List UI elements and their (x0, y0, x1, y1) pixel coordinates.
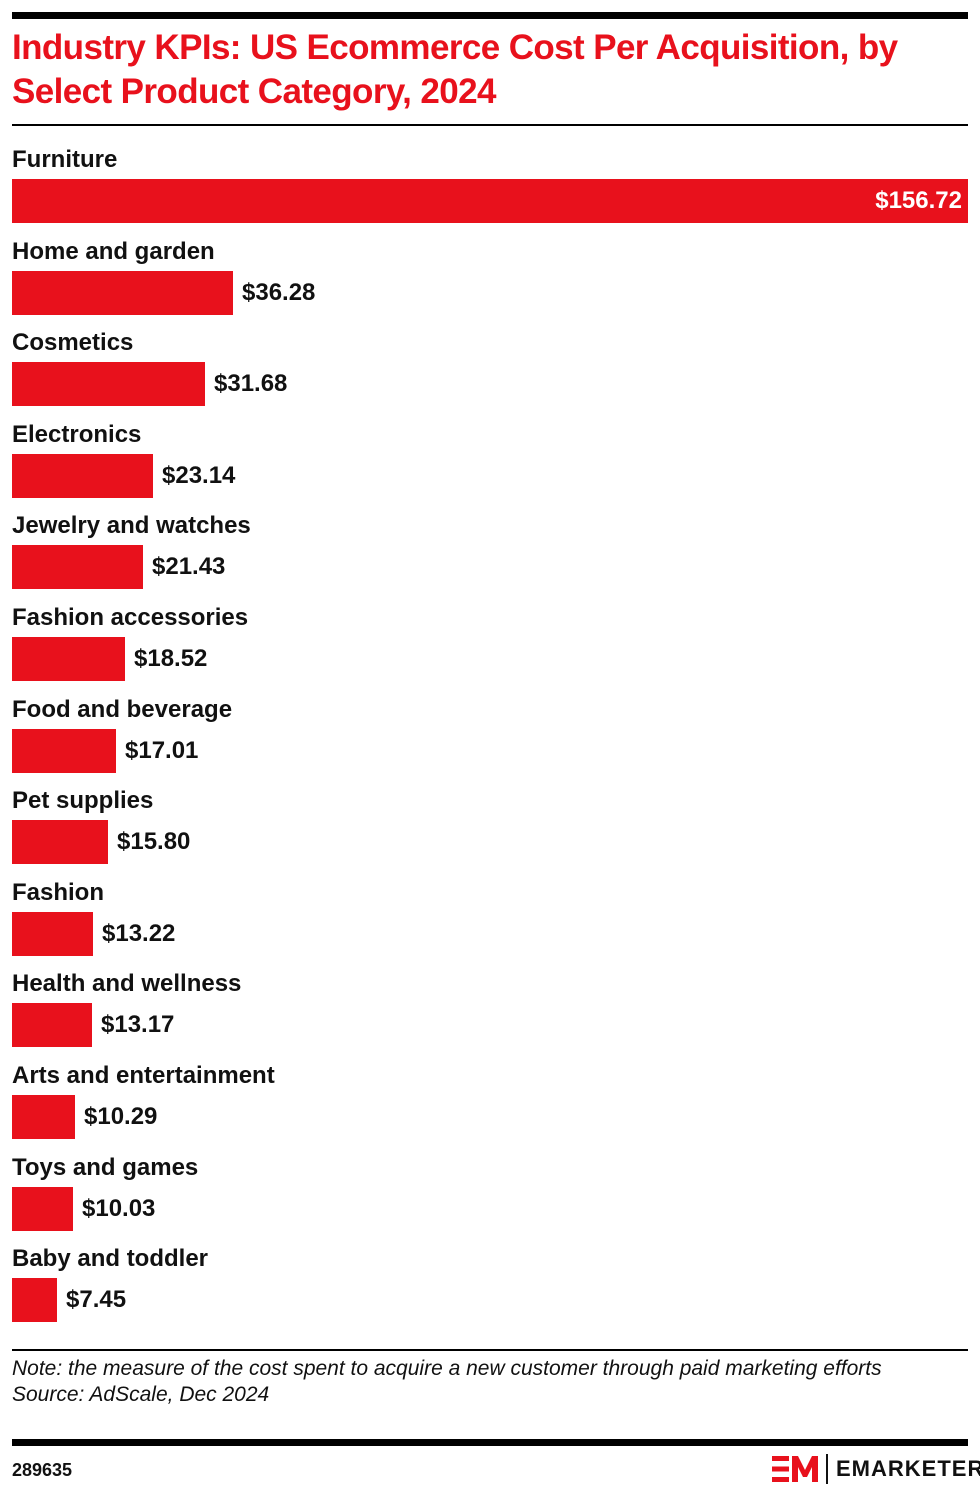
brand-name: EMARKETER (836, 1456, 980, 1481)
value-label: $13.22 (102, 919, 176, 947)
value-label: $10.29 (84, 1103, 158, 1130)
bar-row: Jewelry and watches $21.43 (12, 506, 968, 598)
category-label: Fashion (12, 878, 105, 906)
title-divider (12, 124, 968, 126)
bar (12, 1003, 92, 1048)
value-label: $7.45 (66, 1286, 127, 1314)
value-label: $156.72 (875, 187, 962, 214)
category-label: Health and wellness (12, 970, 242, 998)
value-label: $23.14 (162, 461, 236, 489)
bar (12, 637, 125, 681)
bar-row: Toys and games $10.03 (12, 1148, 968, 1240)
em-logo-icon (772, 1456, 818, 1482)
category-label: Food and beverage (12, 695, 233, 723)
bar-row: Health and wellness $13.17 (12, 964, 968, 1056)
category-label: Furniture (12, 146, 118, 173)
top-rule (12, 12, 968, 19)
value-label: $36.28 (242, 278, 316, 306)
value-label: $21.43 (152, 553, 226, 581)
category-label: Baby and toddler (12, 1245, 209, 1273)
bar (12, 270, 233, 315)
note-text: Note: the measure of the cost spent to a… (12, 1357, 882, 1380)
bar (12, 453, 153, 498)
bar-row: Cosmetics $31.68 (12, 323, 968, 415)
source-text: Source: AdScale, Dec 2024 (12, 1383, 270, 1406)
bar (12, 1278, 57, 1323)
bar-row: Baby and toddler $7.45 (12, 1239, 968, 1331)
bar (12, 362, 205, 407)
bar-row: Pet supplies $15.80 (12, 781, 968, 873)
emarketer-logo: EMARKETER (772, 1453, 980, 1485)
value-label: $17.01 (125, 736, 199, 764)
bar-row: Furniture $156.72 (12, 140, 968, 232)
category-label: Toys and games (12, 1153, 199, 1181)
bar-row: Food and beverage $17.01 (12, 690, 968, 782)
category-label: Arts and entertainment (12, 1062, 275, 1089)
value-label: $18.52 (134, 645, 208, 672)
category-label: Pet supplies (12, 787, 154, 815)
category-label: Electronics (12, 420, 142, 448)
chart-title: Industry KPIs: US Ecommerce Cost Per Acq… (12, 28, 898, 111)
value-label: $15.80 (117, 828, 191, 856)
value-label: $10.03 (82, 1194, 156, 1222)
bar-row: Fashion accessories $18.52 (12, 598, 968, 690)
bar-row: Home and garden $36.28 (12, 232, 968, 324)
bottom-rule (12, 1439, 968, 1446)
bar-row: Arts and entertainment $10.29 (12, 1056, 968, 1148)
value-label: $31.68 (214, 370, 288, 398)
chart-notes: Note: the measure of the cost spent to a… (12, 1356, 968, 1408)
category-label: Jewelry and watches (12, 512, 251, 540)
value-label: $13.17 (101, 1011, 175, 1039)
logo-divider (826, 1454, 828, 1484)
bar (12, 1095, 75, 1139)
category-label: Home and garden (12, 237, 215, 265)
bar (12, 545, 143, 590)
bar-row: Fashion $13.22 (12, 873, 968, 965)
chart-id: 289635 (12, 1460, 73, 1480)
bar (12, 820, 108, 865)
note-divider (12, 1349, 968, 1351)
category-label: Fashion accessories (12, 604, 249, 631)
bar (12, 911, 93, 956)
bar (12, 179, 968, 223)
bar (12, 728, 116, 773)
bar (12, 1186, 73, 1231)
category-label: Cosmetics (12, 329, 134, 357)
bar-row: Electronics $23.14 (12, 415, 968, 507)
